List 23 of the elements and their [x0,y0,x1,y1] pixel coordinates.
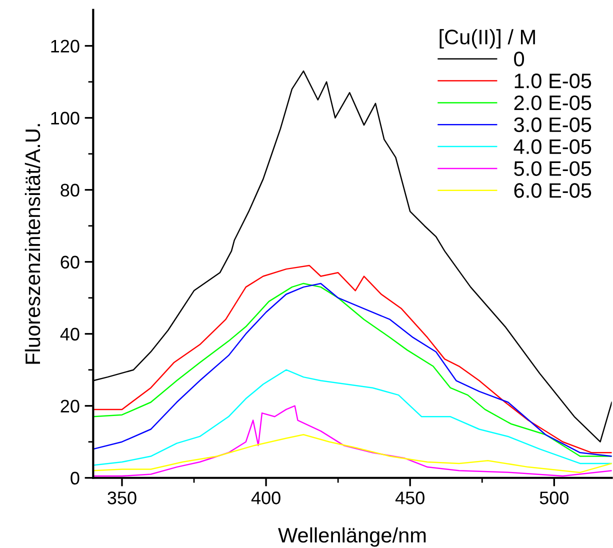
y-tick-label: 80 [60,184,80,197]
y-tick-label: 0 [70,472,80,485]
y-tick-label: 120 [51,40,80,53]
y-tick-label: 40 [60,328,80,341]
legend-label: 3.0 E-05 [514,117,592,132]
y-axis-title: Fluoreszenzintensität/A.U. [24,124,40,364]
legend-label: 1.0 E-05 [514,74,592,88]
y-tick-label: 20 [60,400,80,413]
y-tick-label: 100 [51,112,80,125]
x-tick-label: 400 [251,492,280,504]
legend-label: 5.0 E-05 [514,161,592,176]
line-series [93,369,612,466]
x-tick-label: 500 [540,492,569,504]
x-tick-label: 450 [395,492,424,504]
legend-label: 0 [514,52,524,66]
legend-title: [Cu(II)] / M [440,29,535,49]
y-tick-label: 60 [60,256,80,269]
x-axis-title: Wellenlänge/nm [278,527,426,547]
legend-label: 2.0 E-05 [514,95,592,110]
x-tick-label: 350 [108,492,136,504]
legend-label: 6.0 E-05 [514,183,592,198]
line-series [93,434,612,474]
legend-label: 4.0 E-05 [514,139,592,154]
